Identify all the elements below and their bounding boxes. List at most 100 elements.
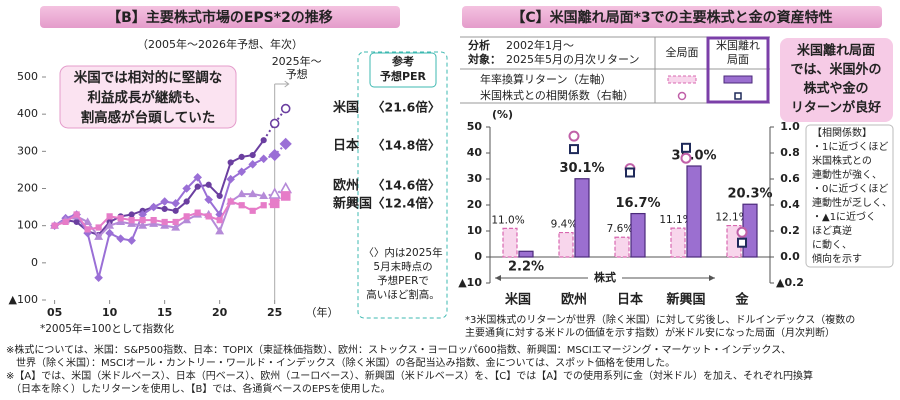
corr-note: 傾向を示す — [812, 252, 862, 265]
y-tick-label: 10 — [467, 224, 483, 237]
marker — [105, 228, 114, 238]
marker — [279, 137, 292, 151]
legend-heading: 対象： — [467, 52, 501, 66]
marker — [280, 191, 291, 201]
marker — [161, 205, 168, 213]
marker — [260, 202, 267, 209]
per-label: 〈14.6倍〉 — [372, 178, 440, 193]
legend-highlight — [706, 36, 770, 104]
legend-period: 2025年5月の月次リターン — [506, 52, 639, 66]
per-header: 予想PER — [380, 69, 427, 83]
y-unit: (%) — [492, 108, 513, 121]
marker — [116, 234, 125, 243]
marker — [681, 142, 691, 153]
corr-note: に動く、 — [812, 238, 852, 251]
marker — [83, 217, 93, 226]
marker — [569, 144, 579, 155]
y-tick-label: 200 — [17, 182, 38, 195]
marker — [268, 148, 281, 162]
legend-column: 全局面 — [666, 45, 699, 59]
marker — [248, 189, 258, 198]
series-line — [54, 157, 265, 278]
x-tick-label: 10 — [102, 306, 118, 319]
marker — [736, 226, 748, 238]
bar — [518, 250, 534, 258]
bar — [686, 165, 702, 258]
note: ※【A】では、米国（米ドルベース）、日本（円ベース）、欧州（ユーロベース）、新興… — [6, 369, 813, 382]
per-note: 〈〉内は2025年 — [363, 246, 442, 259]
legend-column: 局面 — [727, 53, 749, 66]
x-tick-label: 日本 — [617, 292, 643, 308]
legend-swatch — [723, 75, 753, 84]
marker — [237, 167, 246, 177]
note: （日本を除く）したリターンを使用し、【B】では、各通貨ベースのEPSを使用した。 — [6, 382, 391, 395]
chart-title: 【C】米国離れ局面*3での主要株式と金の資産特性 — [511, 9, 832, 26]
marker — [249, 207, 256, 214]
marker — [248, 160, 257, 169]
per-note: 高いほど割高。 — [366, 288, 440, 301]
marker — [117, 215, 124, 222]
y-tick-label: 300 — [17, 144, 38, 157]
legend-heading: 分析 — [468, 38, 490, 52]
marker — [128, 216, 135, 224]
title-banner — [40, 6, 400, 28]
marker — [216, 192, 223, 200]
legend-row: 年率換算リターン（左軸） — [480, 72, 611, 86]
x-tick-label: 15 — [157, 306, 172, 319]
marker — [171, 199, 180, 208]
value-label: 35.0% — [671, 149, 716, 164]
marker — [161, 218, 168, 226]
y2-tick-label: 0.4 — [780, 198, 800, 211]
value-label: 7.6% — [607, 223, 634, 235]
annotation-box — [59, 65, 237, 129]
y-tick-label: ▲100 — [9, 293, 38, 306]
value-label: 2.2% — [508, 260, 544, 275]
value-label: 11.1% — [659, 214, 692, 226]
y-tick-label: 50 — [467, 120, 483, 133]
corr-note: ・▲1に近づく — [812, 210, 876, 223]
marker — [259, 154, 268, 164]
chart-title: 【B】主要株式市場のEPS*2の推移 — [107, 9, 333, 26]
group-label: 株式 — [594, 270, 616, 284]
y-tick-label: 100 — [17, 219, 38, 232]
callout: 株式や金の — [803, 81, 868, 97]
marker — [160, 197, 169, 206]
corr-note: ・0に近づくほど — [812, 182, 888, 195]
annotation: 利益成長が継続も、 — [87, 89, 208, 106]
legend-swatch — [677, 91, 687, 101]
marker — [149, 219, 159, 227]
marker — [227, 198, 234, 205]
forecast-label: 予想 — [286, 67, 308, 81]
marker — [183, 198, 190, 205]
x-tick-label: 金 — [734, 292, 749, 308]
y-tick-label: 0 — [474, 250, 482, 263]
legend-row: 米国株式との相関係数（右軸） — [480, 88, 634, 102]
x-tick-label: 20 — [212, 306, 228, 319]
marker — [171, 222, 181, 231]
corr-note: 連動性が強く、 — [812, 168, 882, 181]
value-label: 11.0% — [491, 214, 524, 226]
marker — [183, 213, 190, 220]
marker — [227, 159, 234, 166]
y2-tick-label: 1.0 — [780, 120, 800, 133]
annotation: 米国では相対的に堅調な — [74, 69, 223, 86]
forecast-arrow — [274, 80, 290, 88]
callout-box — [780, 38, 893, 122]
marker — [268, 187, 282, 199]
marker — [94, 232, 104, 240]
marker — [94, 273, 103, 283]
marker — [205, 213, 212, 220]
bar — [630, 212, 646, 258]
marker — [238, 202, 245, 209]
y-tick-label: ▲10 — [458, 276, 482, 289]
marker — [249, 151, 256, 159]
footnote: *2005年=100として指数化 — [40, 322, 174, 335]
value-label: 12.1% — [715, 212, 748, 224]
bar — [558, 231, 574, 258]
bar — [614, 236, 630, 258]
y-tick-label: 30 — [467, 172, 483, 185]
callout: では、米国外の — [790, 62, 881, 78]
x-unit: （年） — [306, 305, 339, 319]
marker — [269, 198, 280, 209]
note: ※株式については、米国：S&P500指数、日本：TOPIX（東証株価指数）、欧州… — [6, 343, 791, 356]
